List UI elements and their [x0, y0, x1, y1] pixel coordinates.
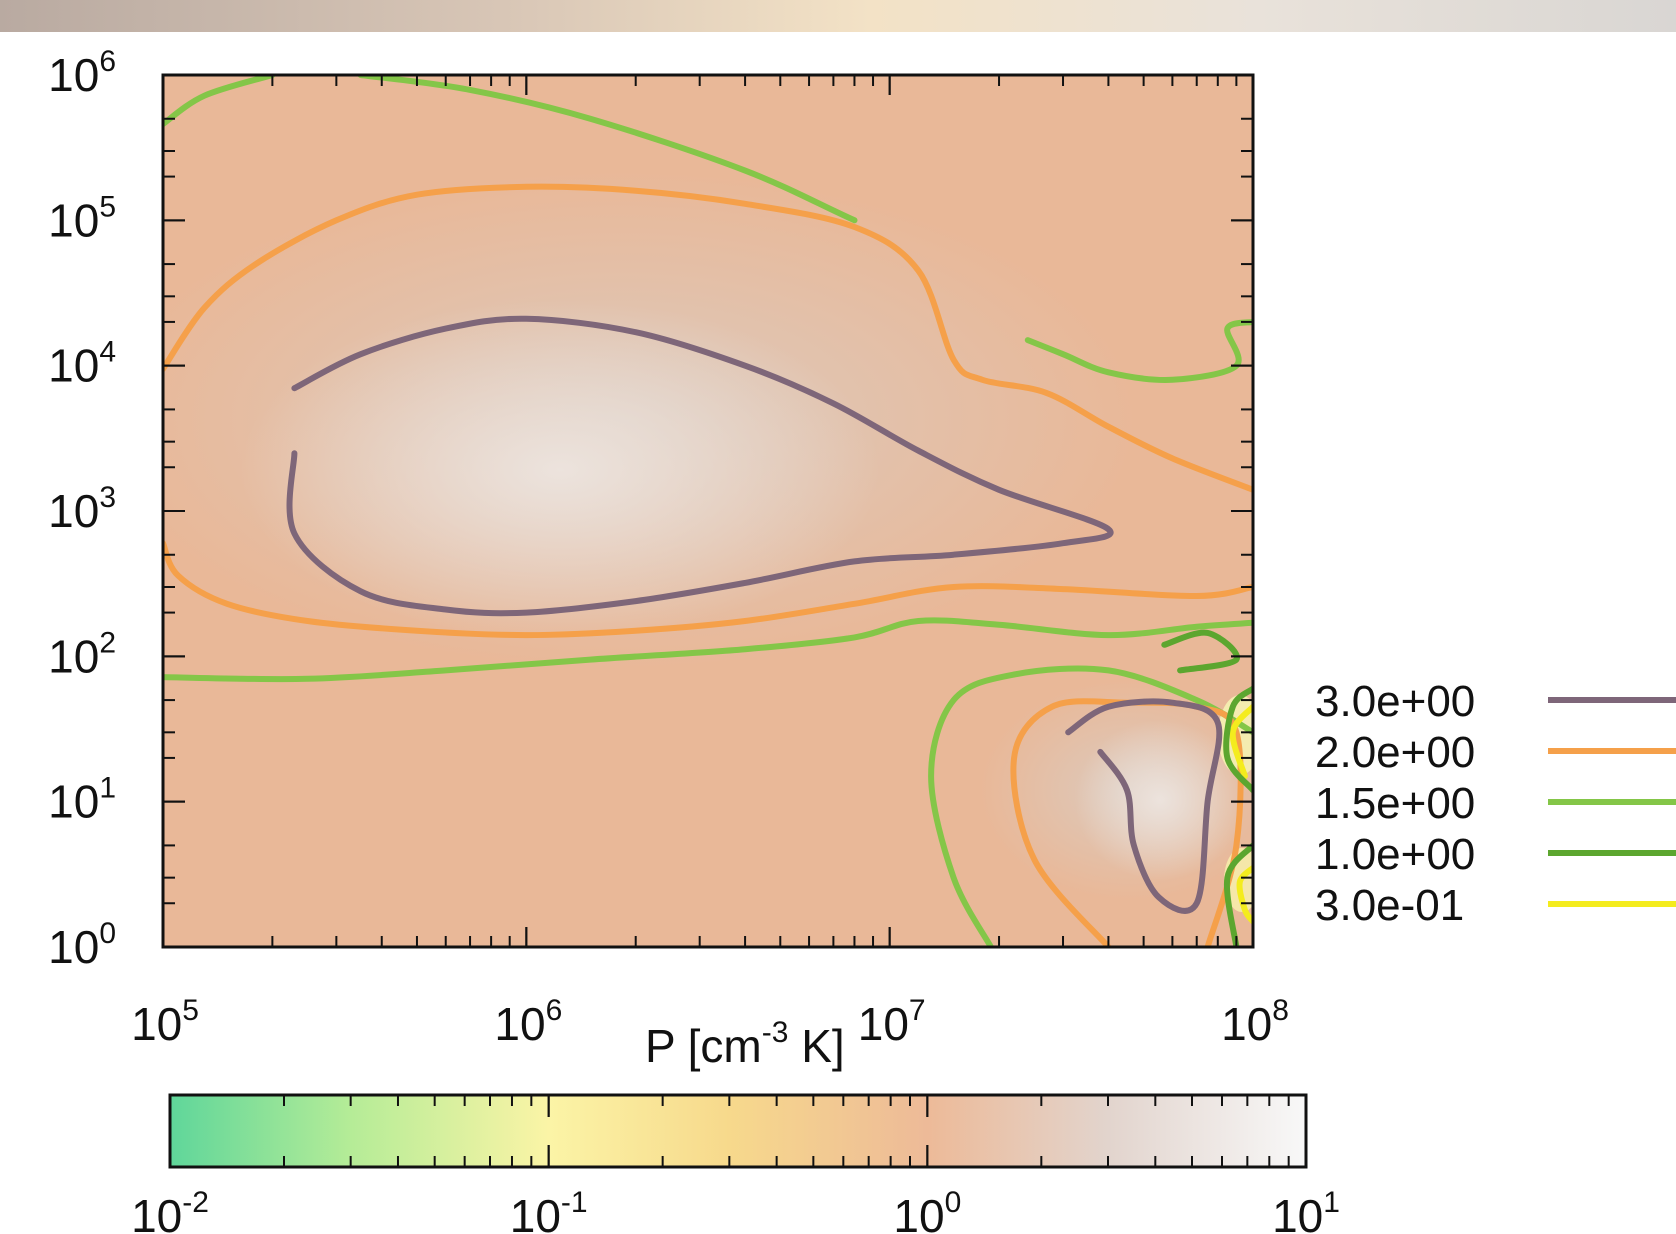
y-tick-label-3-exp: 3 [99, 481, 116, 514]
y-tick-label-1: 101 [48, 772, 116, 828]
y-tick-label-5: 105 [48, 190, 116, 246]
plot-area [161, 73, 1255, 949]
heatmap-core-region [240, 300, 880, 640]
x-tick-label-5: 105 [131, 994, 199, 1050]
colorbar-tick-label-neg2-exp: -2 [182, 1186, 209, 1219]
colorbar-tick-label-neg2-base: 10 [131, 1190, 182, 1234]
legend-label-3-0e-01: 3.0e-01 [1315, 881, 1464, 930]
y-tick-label-0-exp: 0 [99, 917, 116, 950]
colorbar-ticks [169, 1095, 1307, 1167]
legend-label-3-0e-00: 3.0e+00 [1315, 677, 1475, 726]
contour-line-1-5e-00-1 [357, 75, 858, 224]
colorbar-gradient [168, 1093, 1308, 1169]
contour-line-3-0e-01-13 [1236, 864, 1253, 925]
heatmap-shading [163, 75, 1253, 947]
x-tick-label-6: 106 [494, 994, 562, 1050]
colorbar-tick-label-1-exp: 1 [1323, 1186, 1340, 1219]
x-tick-label-8: 108 [1221, 994, 1289, 1050]
contour-line-1-5e-00-0 [163, 75, 276, 127]
y-tick-label-2-exp: 2 [99, 626, 116, 659]
y-tick-label-3-base: 10 [48, 485, 99, 537]
legend-label-1-5e-00: 1.5e+00 [1315, 779, 1475, 828]
colorbar-tick-label-0-exp: 0 [945, 1186, 962, 1219]
contour-line-1-0e-00-7 [1161, 629, 1240, 674]
colorbar-tick-label-0-base: 10 [893, 1190, 944, 1234]
contour-legend: 3.0e+002.0e+001.5e+001.0e+003.0e-01 [1315, 677, 1676, 930]
y-tick-label-1-exp: 1 [99, 772, 116, 805]
x-tick-label-5-exp: 5 [182, 994, 199, 1027]
x-tick-label-8-base: 10 [1221, 998, 1272, 1050]
y-tick-label-1-base: 10 [48, 776, 99, 828]
colorbar-tick-label-neg2: 10-2 [131, 1186, 209, 1234]
contour-line-3-0e-00-10 [1065, 698, 1223, 914]
contour-line-1-5e-00-6 [1024, 318, 1253, 383]
contour-line-3-0e-00-4 [286, 315, 1114, 617]
y-tick-label-4-exp: 4 [99, 336, 116, 369]
contour-line-1-0e-00-14 [1223, 842, 1253, 947]
colorbar-tick-label-neg1-base: 10 [510, 1190, 561, 1234]
y-tick-label-6-exp: 6 [99, 45, 116, 78]
contour-lines [163, 75, 1253, 947]
y-tick-label-2: 102 [48, 626, 116, 682]
x-axis-tick-labels: 105 106 107 108 [131, 994, 1289, 1050]
x-tick-label-5-base: 10 [131, 998, 182, 1050]
y-tick-label-2-base: 10 [48, 630, 99, 682]
axis-tick-marks [162, 74, 1254, 948]
y-tick-label-0: 100 [48, 917, 116, 973]
x-tick-label-6-base: 10 [494, 998, 545, 1050]
colorbar-tick-label-neg1-exp: -1 [561, 1186, 588, 1219]
y-tick-label-4-base: 10 [48, 340, 99, 392]
y-tick-label-5-exp: 5 [99, 190, 116, 223]
x-axis-label: P [cm-3 K] [645, 1016, 845, 1072]
y-tick-label-0-base: 10 [48, 921, 99, 973]
x-axis-label-sup: -3 [762, 1016, 789, 1049]
x-axis-label-tail: K] [788, 1020, 844, 1072]
x-tick-label-6-exp: 6 [546, 994, 563, 1027]
colorbar: 10-2 10-1 100 101 [131, 1093, 1340, 1234]
x-tick-label-7: 107 [858, 994, 926, 1050]
contour-line-2-0e-00-3 [163, 540, 1253, 639]
colorbar-tick-label-0: 100 [893, 1186, 961, 1234]
y-tick-label-3: 103 [48, 481, 116, 537]
legend-label-1-0e-00: 1.0e+00 [1315, 830, 1475, 879]
colorbar-tick-labels: 10-2 10-1 100 101 [131, 1186, 1340, 1234]
window-header-bar [0, 0, 1676, 32]
x-tick-label-8-exp: 8 [1272, 994, 1289, 1027]
contour-line-3-0e-01-11 [1229, 703, 1253, 780]
contour-line-2-0e-00-2 [163, 183, 1253, 493]
colorbar-tick-label-1: 101 [1272, 1186, 1340, 1234]
colorbar-tick-label-neg1: 10-1 [510, 1186, 588, 1234]
contour-line-1-5e-00-5 [163, 617, 1253, 683]
y-tick-label-6-base: 10 [48, 49, 99, 101]
y-tick-label-4: 104 [48, 336, 116, 392]
x-axis-label-base: P [cm [645, 1020, 762, 1072]
legend-label-2-0e-00: 2.0e+00 [1315, 728, 1475, 777]
y-tick-label-5-base: 10 [48, 194, 99, 246]
x-tick-label-7-base: 10 [858, 998, 909, 1050]
x-tick-label-7-exp: 7 [909, 994, 926, 1027]
contour-line-1-0e-00-12 [1223, 685, 1253, 794]
plot-frame [161, 73, 1255, 949]
y-tick-label-6: 106 [48, 45, 116, 101]
colorbar-tick-label-1-base: 10 [1272, 1190, 1323, 1234]
contour-line-1-5e-00-8 [928, 665, 1253, 947]
